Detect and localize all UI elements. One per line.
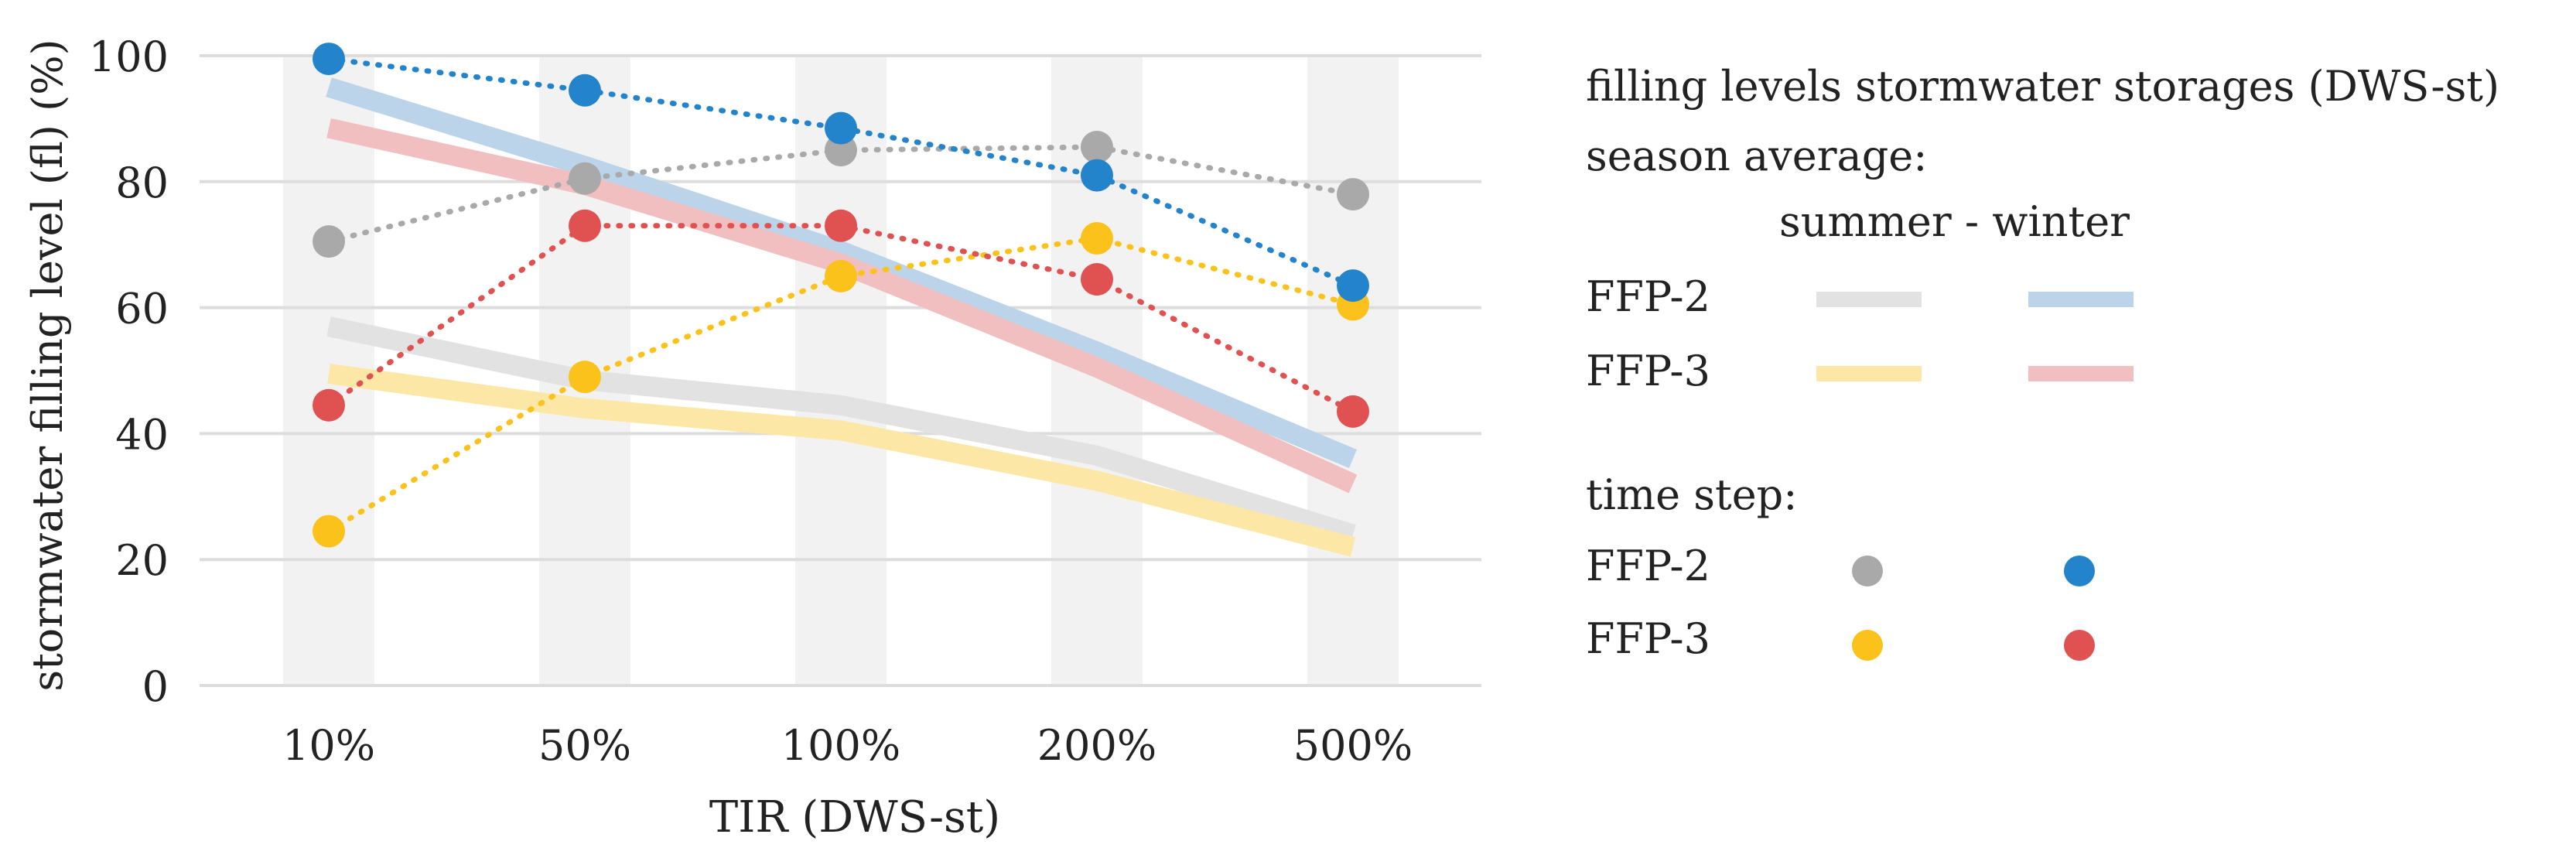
x-tick-labels: 10% 50% 100% 200% 500% xyxy=(282,721,1413,770)
legend-dot-ffp2-summer-step xyxy=(1852,556,1883,586)
point-ffp-3-summer-time-step-100 xyxy=(825,259,857,292)
legend-dot-ffp3-summer-step xyxy=(1852,630,1883,661)
legend-row-ffp2-step: FFP-2 xyxy=(1586,542,1710,590)
y-tick-40: 40 xyxy=(115,410,169,459)
point-ffp-3-winter-time-step-10 xyxy=(313,388,345,422)
legend-season-heading: season average: xyxy=(1586,132,1928,180)
series-ffp-2-winter-season-average xyxy=(326,77,1358,468)
x-axis-label: TIR (DWS-st) xyxy=(709,792,1000,843)
y-axis-label: stormwater filling level (fl) (%) xyxy=(23,39,72,691)
point-ffp-2-summer-time-step-10 xyxy=(313,225,345,258)
legend-title: filling levels stormwater storages (DWS-… xyxy=(1586,62,2500,111)
legend-swatch-ffp2-summer-avg xyxy=(1816,292,1922,307)
point-ffp-2-winter-time-step-100 xyxy=(825,111,857,145)
x-tick-200: 200% xyxy=(1037,721,1156,770)
legend-row-ffp3-step: FFP-3 xyxy=(1586,614,1710,663)
x-tick-100: 100% xyxy=(781,721,900,770)
y-tick-labels: 0 20 40 60 80 100 xyxy=(89,32,169,711)
legend-swatch-ffp3-summer-avg xyxy=(1816,366,1922,381)
category-band-500 xyxy=(1307,56,1399,686)
series-line-ffp-2-winter-time-step xyxy=(326,56,1356,289)
legend-dot-ffp3-winter-step xyxy=(2064,630,2095,661)
x-tick-500: 500% xyxy=(1293,721,1413,770)
time-step-markers xyxy=(313,43,1369,548)
y-tick-0: 0 xyxy=(142,662,169,711)
series-ffp-3-summer-season-average xyxy=(327,364,1356,557)
x-tick-10: 10% xyxy=(282,721,375,770)
chart: 0 20 40 60 80 100 10% 50% 100% 200% 500% TIR (DWS… xyxy=(23,32,1481,843)
point-ffp-3-summer-time-step-200 xyxy=(1081,222,1113,255)
y-tick-80: 80 xyxy=(115,159,169,207)
point-ffp-2-summer-time-step-200 xyxy=(1081,131,1113,164)
point-ffp-3-winter-time-step-100 xyxy=(825,209,857,242)
point-ffp-3-winter-time-step-200 xyxy=(1081,262,1113,296)
point-ffp-2-summer-time-step-50 xyxy=(569,162,601,195)
legend-swatch-ffp3-winter-avg xyxy=(2028,366,2134,381)
legend-swatch-ffp2-winter-avg xyxy=(2028,292,2134,307)
point-ffp-2-winter-time-step-10 xyxy=(313,43,345,76)
legend-row-ffp3-avg: FFP-3 xyxy=(1586,347,1710,395)
legend-timestep-heading: time step: xyxy=(1586,470,1798,519)
y-tick-60: 60 xyxy=(115,285,169,333)
point-ffp-2-summer-time-step-500 xyxy=(1337,178,1369,211)
point-ffp-3-summer-time-step-50 xyxy=(569,361,601,394)
point-ffp-3-winter-time-step-50 xyxy=(569,209,601,242)
legend-dot-ffp2-winter-step xyxy=(2064,556,2095,586)
point-ffp-2-winter-time-step-200 xyxy=(1081,159,1113,192)
legend-row-ffp2-avg: FFP-2 xyxy=(1586,272,1710,321)
point-ffp-3-winter-time-step-500 xyxy=(1337,395,1369,428)
legend-season-columns: summer - winter xyxy=(1779,197,2130,246)
point-ffp-3-summer-time-step-10 xyxy=(313,515,345,548)
point-ffp-2-winter-time-step-50 xyxy=(569,74,601,107)
y-tick-20: 20 xyxy=(115,536,169,585)
series-line-ffp-3-summer-time-step xyxy=(326,235,1356,535)
series-ffp-2-summer-season-average xyxy=(326,316,1356,545)
y-tick-100: 100 xyxy=(89,32,169,81)
legend: filling levels stormwater storages (DWS-… xyxy=(1586,54,2568,689)
x-tick-50: 50% xyxy=(538,721,631,770)
point-ffp-2-winter-time-step-500 xyxy=(1337,269,1369,303)
